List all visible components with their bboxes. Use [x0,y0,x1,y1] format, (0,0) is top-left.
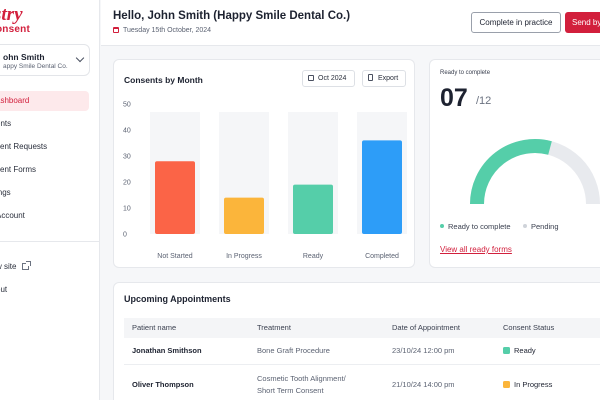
ready-gauge [470,139,600,205]
x-tick-label: In Progress [226,253,262,260]
x-tick-label: Completed [365,253,399,260]
consents-bar-chart: 0 10 20 30 40 50 Not Started In Progress Ready Co… [123,102,407,260]
month-selector[interactable]: Oct 2024 [302,70,355,87]
complete-in-practice-button[interactable]: Complete in practice [471,12,561,33]
y-tick-label: 10 [123,206,131,213]
bar-in-progress[interactable] [224,197,264,234]
y-tick-label: 20 [123,180,131,187]
sidebar-item-consent-requests[interactable]: sent Requests [0,137,89,157]
document-icon [368,74,373,81]
y-tick-label: 30 [123,154,131,161]
bar-completed[interactable] [362,140,402,234]
sidebar-item-label: ents [0,119,12,128]
status-in-progress-swatch [503,381,510,388]
row-divider [124,364,600,365]
legend-ready-label: Ready to complete [448,222,511,231]
consent-status-label: Ready [514,346,536,355]
send-by-button[interactable]: Send by [565,12,600,33]
column-header-treatment: Treatment [257,323,291,332]
appointment-date: 21/10/24 14:00 pm [392,380,455,389]
consent-status: In Progress [503,380,552,390]
x-tick-label: Not Started [157,253,193,260]
patient-name: Oliver Thompson [132,380,194,389]
column-header-status: Consent Status [503,323,555,332]
y-tick-label: 40 [123,128,131,135]
treatment: Bone Graft Procedure [257,346,330,355]
export-button[interactable]: Export [362,70,406,87]
table-header: Patient name Treatment Date of Appointme… [124,318,600,338]
consents-by-month-card: Consents by Month Oct 2024 Export 0 10 20 3… [113,59,415,268]
view-all-ready-forms-link[interactable]: View all ready forms [440,245,512,254]
legend-pending-label: Pending [531,222,559,231]
sidebar-item-label: out [0,285,8,294]
status-ready-swatch [503,347,510,354]
column-header-date: Date of Appointment [392,323,460,332]
y-tick-label: 50 [123,102,131,109]
treatment: Cosmetic Tooth Alignment/ [257,374,346,383]
y-tick-label: 0 [123,232,127,239]
x-tick-label: Ready [303,253,324,260]
consent-status: Ready [503,346,536,356]
ready-card-label: Ready to complete [440,70,491,76]
sidebar-item-account[interactable]: Account [0,206,89,226]
upcoming-appointments-card: Upcoming Appointments Patient name Treat… [113,282,600,400]
sidebar-item-label: sent Forms [0,165,37,174]
ready-to-complete-card: Ready to complete 07 /12 Ready to comple… [429,59,600,268]
ready-count: 07 [440,84,468,112]
chart-title: Consents by Month [124,75,203,85]
sidebar-item-label: w site [0,262,17,271]
appointments-title: Upcoming Appointments [124,294,231,304]
sidebar-item-label: ings [0,188,11,197]
sidebar-item-logout[interactable]: out [0,280,89,300]
top-header: Hello, John Smith (Happy Smile Dental Co… [101,0,600,46]
user-name: ohn Smith [3,52,45,62]
ready-total: /12 [476,95,492,107]
sidebar-item-label: Account [0,211,25,220]
legend-ready: Ready to complete [440,222,511,231]
user-organization: appy Smile Dental Co. [3,63,68,70]
consent-status-label: In Progress [514,380,553,389]
sidebar-item-view-site[interactable]: w site [0,257,89,277]
appointment-date: 23/10/24 12:00 pm [392,346,455,355]
table-row[interactable]: Jonathan Smithson Bone Graft Procedure 2… [124,346,600,364]
column-header-patient: Patient name [132,323,177,332]
sidebar-item-patients[interactable]: ents [0,114,89,134]
external-link-icon [22,261,32,270]
calendar-icon [308,75,314,81]
sidebar-divider [0,241,99,242]
logo-wordmark: stry [0,4,23,25]
page-title: Hello, John Smith (Happy Smile Dental Co… [113,10,351,22]
sidebar-item-label: ashboard [0,96,30,105]
legend-ready-swatch [440,224,444,228]
calendar-icon [113,27,119,33]
brand-logo[interactable]: stry onsent [0,4,30,35]
sidebar-item-dashboard[interactable]: ashboard [0,91,89,111]
sidebar-item-label: sent Requests [0,142,48,151]
chevron-down-icon [75,53,85,63]
sidebar-item-consent-forms[interactable]: sent Forms [0,160,89,180]
current-date: Tuesday 15th October, 2024 [113,27,211,34]
bar-not-started[interactable] [155,161,195,234]
gauge-ready-arc [470,139,552,205]
logo-subtitle: onsent [0,24,30,35]
export-button-label: Export [378,75,399,82]
current-date-text: Tuesday 15th October, 2024 [123,27,212,34]
legend-pending-swatch [523,224,527,228]
sidebar: stry onsent ohn Smith appy Smile Dental … [0,0,100,400]
patient-name: Jonathan Smithson [132,346,202,355]
bar-ready[interactable] [293,184,333,234]
sidebar-item-settings[interactable]: ings [0,183,89,203]
legend-pending: Pending [523,222,559,231]
month-selector-label: Oct 2024 [318,75,347,82]
table-row[interactable]: Oliver Thompson Cosmetic Tooth Alignment… [124,374,600,400]
treatment-line-2: Short Term Consent [257,386,324,395]
account-switcher[interactable]: ohn Smith appy Smile Dental Co. [0,44,90,76]
